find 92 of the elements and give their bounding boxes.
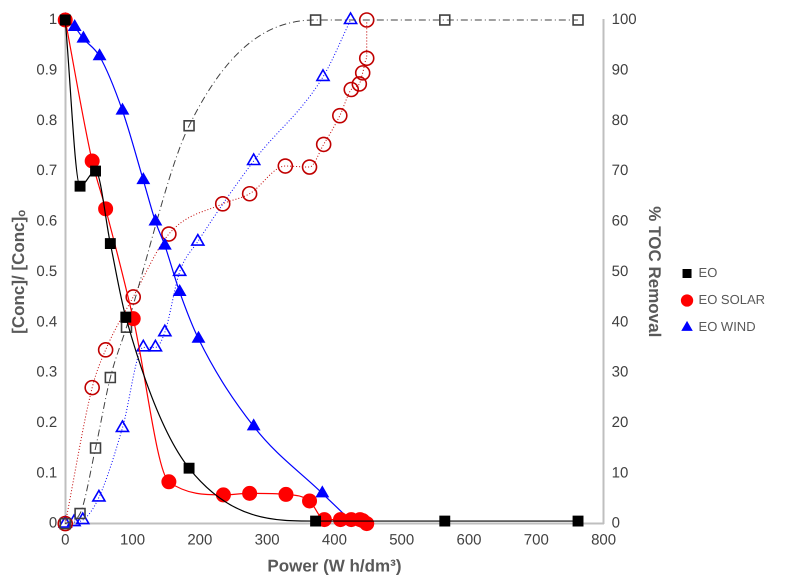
point [343,82,360,98]
point [76,31,90,43]
point [104,238,116,250]
point [76,512,90,524]
point [74,180,86,192]
y-tick-label: 0 [48,514,58,532]
x-tick-label: 0 [61,532,70,549]
y2-axis-title: % TOC Removal [645,206,664,338]
y2-tick-label: 10 [612,464,628,482]
point [302,493,318,508]
y2-tick-label: 50 [612,262,628,280]
y-axis-title: [Conc]/ [Conc]ₒ [8,210,28,334]
x-tick-label: 500 [389,532,414,549]
point [214,196,231,212]
point [358,12,375,28]
y2-tick-label: 80 [612,112,628,129]
x-tick-label: 400 [322,532,347,549]
y-tick-label: 0.3 [36,364,58,381]
point [104,372,116,384]
point [84,154,100,169]
y2-tick-label: 20 [612,414,628,432]
point [192,331,206,343]
point [359,516,374,532]
y2-tick-label: 100 [612,11,637,28]
point [136,172,150,184]
legend-label: EO SOLAR [698,292,765,308]
point [136,340,150,352]
point [332,108,348,124]
y-tick-label: 0.7 [36,162,58,180]
point [278,486,294,502]
y-tick-label: 0.1 [36,464,58,482]
x-tick-label: 700 [524,532,549,549]
point [572,14,584,26]
point [116,420,130,432]
point [310,14,322,26]
point [183,120,195,132]
point [316,136,332,152]
y2-tick-label: 90 [612,62,628,78]
point [572,516,584,527]
x-tick-label: 800 [591,532,616,549]
point [352,76,368,92]
y-tick-label: 0.2 [36,414,58,432]
y2-tick-label: 70 [612,162,628,180]
point [93,48,106,60]
point [90,166,101,177]
y-tick-label: 0.5 [36,262,58,280]
y2-tick-label: 0 [612,514,620,532]
point [90,442,102,454]
point [439,516,450,527]
point [158,324,172,337]
y-tick-label: 0.4 [36,313,58,330]
point [120,312,132,323]
x-axis-title: Power (W h/dm³) [267,556,402,576]
point [310,516,322,527]
legend-label: EO WIND [698,319,756,334]
point [158,238,172,250]
point [173,284,186,296]
x-tick-label: 600 [456,532,482,549]
point [354,65,370,81]
point [278,158,294,174]
point [161,474,176,490]
point [190,234,205,246]
point [84,380,100,396]
y2-tick-label: 60 [612,212,628,230]
point [242,186,258,202]
point [68,20,82,32]
y-tick-label: 0.9 [36,62,58,78]
legend-label: EO [698,265,718,280]
point [184,462,195,474]
point [98,342,114,358]
point [148,340,162,352]
point [172,264,187,276]
x-tick-label: 100 [120,532,146,549]
point [216,487,231,502]
point [242,486,258,501]
point [302,159,318,175]
y2-tick-label: 30 [612,364,628,381]
point [358,50,375,66]
point [67,514,81,526]
point [116,103,130,115]
point [92,490,106,502]
y-tick-label: 0.6 [36,212,58,230]
point [120,321,132,333]
point [439,14,451,26]
point [148,214,162,226]
x-tick-label: 200 [187,532,212,549]
point [161,226,177,242]
point [125,289,142,305]
x-tick-label: 300 [254,532,280,549]
y2-tick-label: 40 [612,313,628,330]
y-tick-label: 1 [48,11,58,28]
y-tick-label: 0.8 [36,112,58,129]
